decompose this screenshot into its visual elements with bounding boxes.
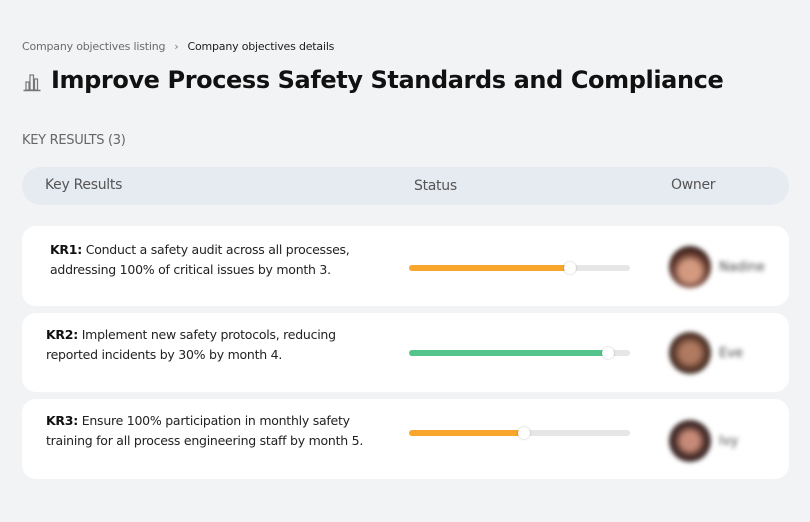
avatar [669,332,711,374]
key-result-row[interactable]: KR1: Conduct a safety audit across all p… [22,226,789,306]
key-result-code: KR2: [46,327,79,342]
owner-name: Nadine [719,259,765,275]
owner[interactable]: Eve [669,332,743,374]
column-header-status: Status [414,178,457,194]
progress-handle[interactable] [564,262,577,274]
avatar [669,420,711,462]
breadcrumb-current-page: Company objectives details [187,40,335,53]
owner-name: Ivy [719,433,739,449]
building-icon [23,74,41,92]
key-result-description: KR2: Implement new safety protocols, red… [46,327,336,362]
page-title: Improve Process Safety Standards and Com… [51,66,724,94]
key-result-row[interactable]: KR2: Implement new safety protocols, red… [22,313,789,392]
progress-handle[interactable] [601,347,614,359]
progress-fill [409,430,524,436]
progress-fill [409,350,608,356]
column-header-owner: Owner [671,177,716,193]
key-results-count-label: KEY RESULTS (3) [22,133,126,148]
key-result-description: KR3: Ensure 100% participation in monthl… [46,413,364,448]
key-result-code: KR1: [50,242,83,257]
owner-name: Eve [719,345,743,361]
key-results-table-header: Key Results Status Owner [22,167,789,205]
owner[interactable]: Nadine [669,246,765,288]
avatar [669,246,711,288]
key-result-row[interactable]: KR3: Ensure 100% participation in monthl… [22,399,789,479]
key-result-code: KR3: [46,413,79,428]
progress-fill [409,265,571,271]
key-result-description: KR1: Conduct a safety audit across all p… [50,242,350,277]
progress-bar [409,347,630,359]
progress-bar [409,262,630,274]
breadcrumb: Company objectives listing › Company obj… [22,40,334,53]
breadcrumb-chevron-icon: › [174,40,179,53]
column-header-key-results: Key Results [45,177,123,193]
progress-handle[interactable] [517,427,530,439]
progress-bar [409,427,630,439]
title-row: Improve Process Safety Standards and Com… [22,66,724,94]
breadcrumb-link-objectives-listing[interactable]: Company objectives listing [22,40,166,53]
owner[interactable]: Ivy [669,420,738,462]
